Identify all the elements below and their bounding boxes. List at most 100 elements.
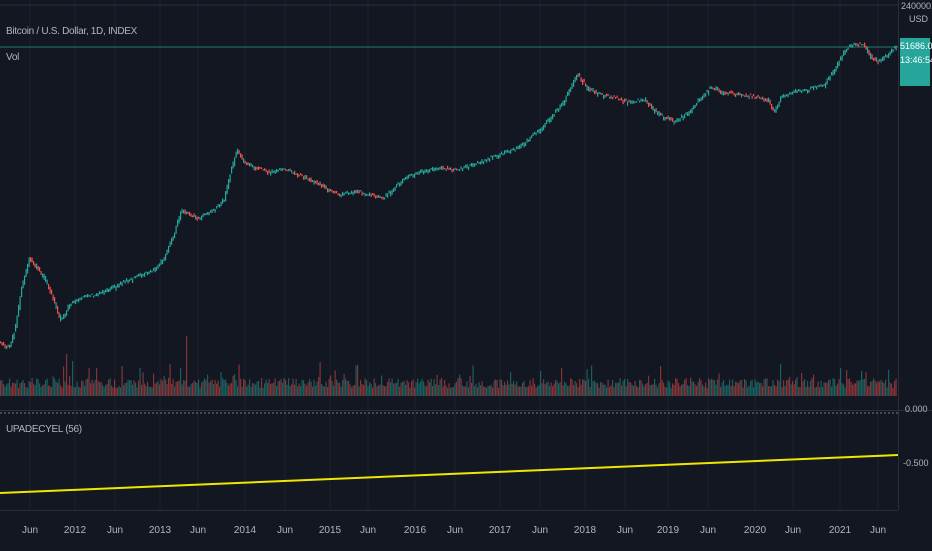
volume-bar [375, 382, 377, 396]
price-candle [324, 184, 326, 189]
price-candle [583, 78, 585, 83]
price-candle [427, 169, 429, 174]
price-candle [595, 89, 597, 94]
price-candle [810, 86, 812, 90]
volume-bar [48, 385, 50, 396]
price-candle [403, 177, 405, 181]
volume-bar [289, 386, 291, 396]
volume-bar [228, 385, 230, 396]
price-candle [97, 293, 99, 297]
volume-bar [562, 385, 564, 396]
price-candle [874, 57, 876, 61]
price-candle [505, 150, 507, 153]
indicator-legend[interactable]: UPADECYEL (56) [6, 424, 82, 435]
price-candle [210, 210, 212, 213]
price-candle [805, 88, 807, 91]
volume-bar [702, 384, 704, 396]
price-candle [360, 190, 362, 192]
volume-bar [348, 380, 350, 396]
price-candle [333, 191, 335, 194]
volume-bar [180, 368, 182, 396]
price-candle [733, 92, 735, 96]
price-candle [528, 139, 530, 142]
volume-bar [253, 383, 255, 396]
pane-separator[interactable] [0, 410, 932, 411]
volume-bar [568, 385, 570, 396]
price-candle [379, 195, 381, 199]
volume-bar [31, 378, 33, 396]
volume-bar [549, 386, 551, 396]
price-candle [657, 111, 659, 116]
volume-bar [673, 384, 675, 396]
volume-bar [547, 381, 549, 396]
volume-bar [402, 382, 404, 396]
volume-bar [187, 386, 189, 396]
price-candle [438, 167, 440, 171]
time-axis[interactable]: Jun 2012 Jun 2013 Jun 2014 Jun 2015 Jun 2016 Jun 20… [0, 510, 898, 551]
indicator-minus-half-label: -0.500 [903, 458, 929, 468]
price-candle [675, 120, 677, 123]
price-candle [412, 174, 414, 178]
price-candle [420, 169, 422, 174]
volume-bar [423, 381, 425, 396]
indicator-pane[interactable]: UPADECYEL (56) [0, 411, 898, 509]
volume-bar [3, 384, 5, 396]
volume-bar [219, 386, 221, 396]
price-candle [882, 56, 884, 61]
price-candle [354, 189, 356, 194]
volume-bar [300, 386, 302, 396]
price-candle [148, 271, 150, 275]
price-candle [342, 191, 344, 196]
volume-bar [772, 380, 774, 396]
volume-bar [844, 387, 846, 396]
volume-bar [397, 378, 399, 396]
price-candle [331, 189, 333, 193]
volume-bar [54, 378, 56, 396]
volume-bar [733, 386, 735, 396]
price-chart-pane[interactable]: Bitcoin / U.S. Dollar, 1D, INDEX Vol [0, 0, 898, 410]
volume-bar [841, 383, 843, 396]
volume-bar [367, 386, 369, 396]
price-candle [682, 115, 684, 121]
price-candle [33, 261, 35, 266]
price-candle [115, 286, 117, 291]
price-candle [648, 102, 650, 108]
volume-bar [276, 386, 278, 396]
symbol-legend[interactable]: Bitcoin / U.S. Dollar, 1D, INDEX [6, 26, 138, 37]
price-candle [414, 173, 416, 178]
volume-bar [166, 383, 168, 396]
price-candle [600, 92, 602, 95]
price-candle [729, 91, 731, 94]
price-candle [748, 95, 750, 100]
price-candle [717, 86, 719, 91]
price-candle [55, 302, 57, 309]
volume-bar [175, 381, 177, 396]
volume-bar [483, 386, 485, 396]
volume-bar [234, 374, 236, 396]
volume-bar [406, 380, 408, 396]
price-candle [621, 97, 623, 101]
time-axis-label: 2021 [828, 525, 852, 536]
volume-bar [738, 383, 740, 396]
volume-bar [480, 385, 482, 396]
volume-legend[interactable]: Vol [6, 52, 20, 63]
currency-label[interactable]: USD [909, 14, 929, 24]
price-candle [369, 192, 371, 197]
price-candle [1, 342, 3, 346]
volume-bar [847, 379, 849, 396]
price-candle [765, 98, 767, 101]
price-candle [570, 87, 572, 93]
price-candle [13, 332, 15, 340]
volume-bar [712, 380, 714, 396]
volume-bar [162, 380, 164, 396]
volume-bar [787, 379, 789, 396]
price-candle [627, 101, 629, 106]
volume-bar [646, 382, 648, 396]
volume-bar [814, 387, 816, 396]
price-candle [478, 161, 480, 165]
indicator-chart[interactable] [0, 411, 898, 509]
price-candle [742, 94, 744, 96]
price-scale[interactable]: 240000.00 USD 0.000 -0.500 [898, 0, 932, 510]
price-chart[interactable] [0, 0, 898, 410]
price-candle [103, 290, 105, 295]
